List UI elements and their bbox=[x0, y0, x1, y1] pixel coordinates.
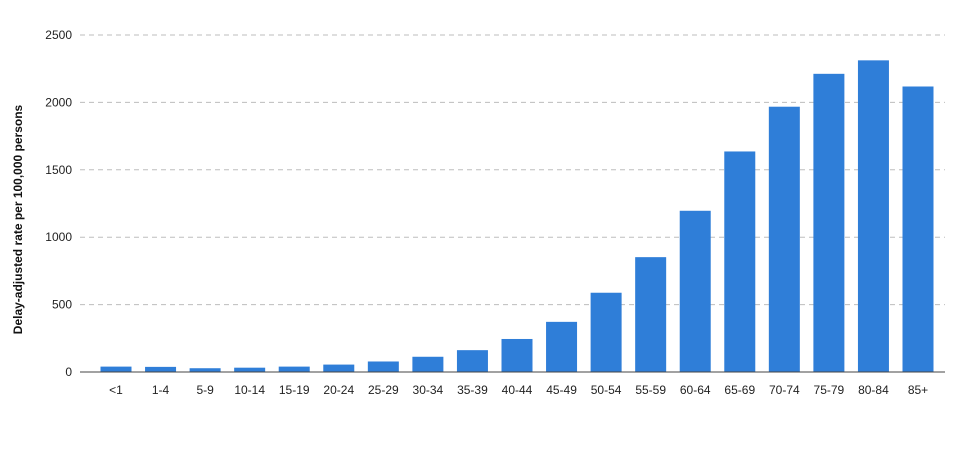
bar bbox=[679, 210, 711, 372]
gridlines bbox=[80, 34, 945, 306]
x-tick-label: 85+ bbox=[908, 383, 928, 397]
x-tick-label: 45-49 bbox=[546, 383, 577, 397]
y-axis-title: Delay-adjusted rate per 100,000 persons bbox=[11, 104, 25, 334]
y-tick-label: 500 bbox=[52, 298, 72, 312]
x-tick-label: 70-74 bbox=[769, 383, 800, 397]
y-tick-label: 1000 bbox=[45, 230, 72, 244]
x-tick-label: 1-4 bbox=[152, 383, 170, 397]
x-tick-label: 25-29 bbox=[368, 383, 399, 397]
x-tick-label: 80-84 bbox=[858, 383, 889, 397]
bar bbox=[456, 350, 488, 372]
x-tick-label: 30-34 bbox=[413, 383, 444, 397]
bar bbox=[100, 366, 132, 372]
x-tick-label: 55-59 bbox=[635, 383, 666, 397]
y-tick-label: 2500 bbox=[45, 28, 72, 42]
x-tick-label: 15-19 bbox=[279, 383, 310, 397]
x-tick-label: 50-54 bbox=[591, 383, 622, 397]
x-tick-label: 40-44 bbox=[502, 383, 533, 397]
x-axis-ticks: <1 1-4 5-9 10-14 15-19 20-24 25-29 30-34 35-39 40… bbox=[109, 383, 928, 397]
y-tick-label: 1500 bbox=[45, 163, 72, 177]
bar bbox=[590, 292, 622, 372]
y-tick-label: 0 bbox=[65, 365, 72, 379]
x-tick-label: 60-64 bbox=[680, 383, 711, 397]
bar bbox=[145, 366, 177, 372]
bar bbox=[813, 73, 845, 373]
y-tick-label: 2000 bbox=[45, 95, 72, 109]
bar bbox=[635, 257, 667, 372]
x-tick-label: 75-79 bbox=[814, 383, 845, 397]
x-tick-label: 35-39 bbox=[457, 383, 488, 397]
x-tick-label: 65-69 bbox=[724, 383, 755, 397]
bar bbox=[189, 368, 221, 372]
bar bbox=[278, 366, 310, 372]
bar bbox=[857, 60, 889, 372]
x-tick-label: 10-14 bbox=[234, 383, 265, 397]
bar bbox=[902, 86, 934, 373]
x-tick-label: 5-9 bbox=[196, 383, 214, 397]
y-axis-ticks: 0 500 1000 1500 2000 2500 bbox=[45, 28, 72, 379]
bar bbox=[234, 367, 266, 372]
bar bbox=[367, 361, 399, 372]
bar bbox=[501, 338, 533, 372]
bar bbox=[768, 106, 800, 373]
bar bbox=[546, 321, 578, 372]
bar bbox=[323, 364, 355, 372]
x-tick-label: 20-24 bbox=[323, 383, 354, 397]
bar bbox=[412, 356, 444, 372]
x-tick-label: <1 bbox=[109, 383, 123, 397]
bars bbox=[100, 60, 934, 373]
bar bbox=[724, 151, 756, 372]
